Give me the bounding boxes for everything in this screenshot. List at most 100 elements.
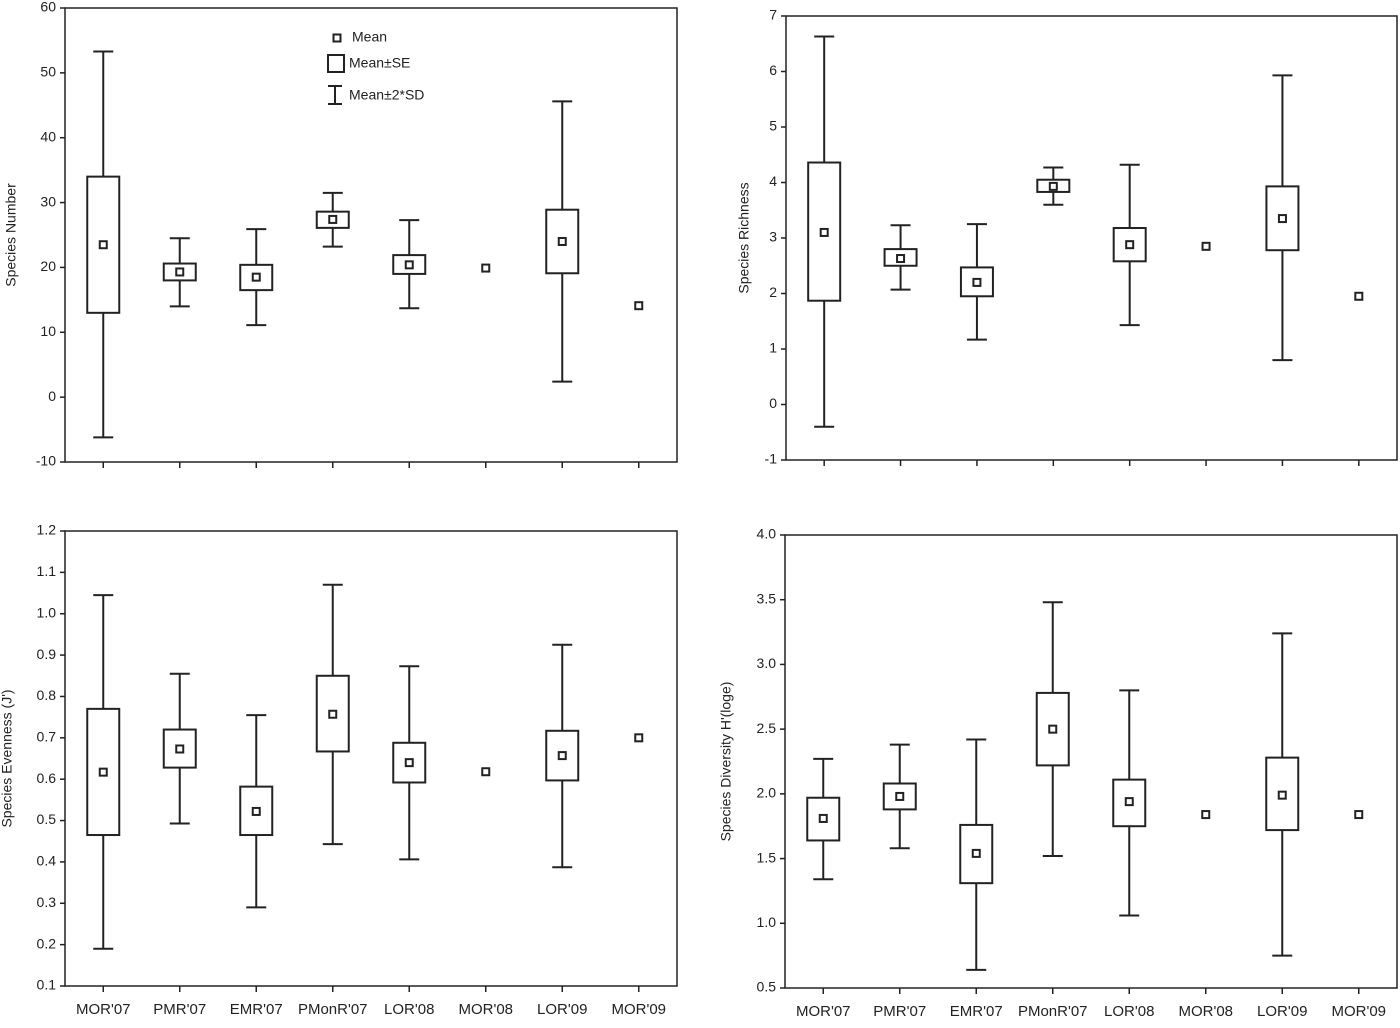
y-tick-label: 2 [769,284,777,300]
mean-marker [481,263,491,273]
y-tick-label: 1.2 [37,522,57,538]
y-tick-label: 50 [40,64,56,80]
mean-marker [971,848,981,858]
x-tick-label: LOR'09 [537,1001,587,1018]
x-tick-label: PMonR'07 [1018,1003,1088,1020]
mean-marker [1201,810,1211,820]
y-axis-label: Species Evenness (J') [0,689,15,827]
y-tick-label: 0 [48,388,56,404]
mean-marker [1048,724,1058,734]
y-tick-label: -10 [36,453,56,469]
mean-marker [98,240,108,250]
x-tick-label: EMR'07 [230,1001,283,1018]
mean-marker [972,277,982,287]
mean-marker [98,767,108,777]
mean-marker [1124,797,1134,807]
legend-mean-icon [332,33,342,43]
mean-marker [404,758,414,768]
x-tick-label: LOR'08 [1104,1003,1154,1020]
se-box [882,782,917,811]
mean-marker [634,301,644,311]
y-tick-label: 0.7 [37,729,57,745]
y-tick-label: 1.1 [37,563,57,579]
mean-marker [557,751,567,761]
y-tick-label: 3.0 [757,655,777,671]
mean-marker [634,733,644,743]
y-tick-label: 0.9 [37,646,57,662]
y-tick-label: 6 [769,62,777,78]
x-tick-label: MOR'07 [796,1003,851,1020]
x-tick-label: EMR'07 [950,1003,1003,1020]
plot-frame [64,7,678,463]
x-tick-label: MOR'09 [611,1001,666,1018]
mean-marker [1277,214,1287,224]
y-tick-label: 10 [40,323,56,339]
mean-marker [1354,810,1364,820]
x-tick-label: PMonR'07 [298,1001,368,1018]
y-tick-label: 0.8 [37,687,57,703]
x-tick-label: LOR'08 [384,1001,434,1018]
legend-se-icon [327,54,345,73]
mean-marker [1277,790,1287,800]
se-box [959,823,994,885]
y-axis-label: Species Richness [736,182,752,293]
y-tick-label: 0.4 [37,853,57,869]
mean-marker [251,272,261,282]
mean-marker [251,806,261,816]
y-tick-label: 2.0 [757,785,777,801]
x-tick-label: PMR'07 [873,1003,926,1020]
mean-marker [818,813,828,823]
plot-frame [784,534,1398,989]
mean-marker [175,267,185,277]
mean-marker [328,214,338,224]
y-tick-label: 60 [40,0,56,15]
y-tick-label: 0.5 [37,811,57,827]
y-tick-label: 0.6 [37,770,57,786]
mean-marker [557,236,567,246]
mean-marker [1201,241,1211,251]
y-tick-label: 4 [769,173,777,189]
mean-marker [896,254,906,264]
plot-frame [785,15,1398,461]
x-tick-label: LOR'09 [1257,1003,1307,1020]
x-tick-label: MOR'09 [1331,1003,1386,1020]
mean-marker [404,260,414,270]
y-tick-label: 1 [769,340,777,356]
y-tick-label: 3 [769,229,777,245]
x-tick-label: MOR'07 [76,1001,131,1018]
y-tick-label: 1.0 [757,914,777,930]
y-tick-label: 3.5 [757,590,777,606]
mean-marker [1048,181,1058,191]
mean-marker [895,791,905,801]
y-axis-label: Species Number [3,183,19,287]
legend-label: Mean±SE [349,55,410,71]
y-tick-label: 1.5 [757,849,777,865]
y-tick-label: 2.5 [757,720,777,736]
y-tick-label: 20 [40,258,56,274]
x-tick-label: PMR'07 [153,1001,206,1018]
y-axis-label: Species Diversity H'(loge) [718,682,734,842]
y-tick-label: 0.1 [37,977,57,993]
y-tick-label: 0.2 [37,935,57,951]
x-tick-label: MOR'08 [458,1001,513,1018]
mean-marker [175,744,185,754]
y-tick-label: 0 [769,395,777,411]
y-tick-label: 0.5 [757,979,777,995]
y-tick-label: 40 [40,128,56,144]
y-tick-label: 7 [769,7,777,23]
mean-marker [328,709,338,719]
legend-label: Mean±2*SD [349,87,424,103]
y-tick-label: 5 [769,118,777,134]
legend-label: Mean [352,29,387,45]
plot-frame [64,530,678,987]
y-tick-label: 30 [40,193,56,209]
mean-marker [1354,291,1364,301]
y-tick-label: -1 [765,451,778,467]
x-tick-label: MOR'08 [1178,1003,1233,1020]
mean-marker [481,767,491,777]
mean-marker [819,227,829,237]
y-tick-label: 4.0 [757,526,777,542]
y-tick-label: 1.0 [37,604,57,620]
mean-marker [1125,240,1135,250]
